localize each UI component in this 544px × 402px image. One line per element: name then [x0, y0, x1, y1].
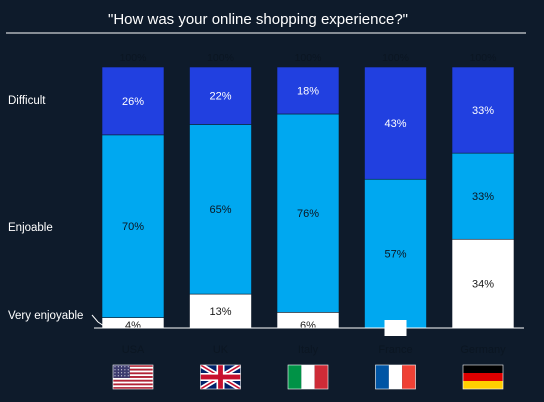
category-label: Germany	[460, 344, 506, 356]
value-label: 34%	[472, 279, 494, 291]
category-label: USA	[122, 344, 145, 356]
usa-flag-icon	[112, 364, 154, 390]
category-label: Italy	[298, 344, 319, 356]
germany-flag-icon	[462, 364, 504, 390]
series-labels-layer: 4% 70% 26% 100% 13% 65% 22% 100% 6% 76% 18% 100% 57%…	[8, 52, 496, 332]
italy-flag-icon	[287, 364, 329, 390]
bar-segment	[451, 66, 515, 154]
value-label: 22%	[209, 91, 231, 103]
value-label: 57%	[384, 249, 406, 261]
category-labels-layer: USA UK Italy France Germany	[122, 344, 506, 356]
bar-segment	[189, 293, 252, 329]
total-label: 100%	[295, 52, 322, 64]
value-label: 76%	[297, 208, 319, 220]
bar-segment	[276, 113, 340, 313]
value-label: 33%	[472, 105, 494, 117]
bars-layer	[101, 66, 515, 336]
value-label: 33%	[472, 191, 494, 203]
value-label: 70%	[122, 221, 144, 233]
bar-segment	[101, 66, 165, 136]
value-label: 4%	[125, 320, 141, 332]
value-label: 26%	[122, 96, 144, 108]
bar-segment	[189, 124, 252, 295]
bar-segment	[101, 134, 165, 318]
value-label: 43%	[384, 118, 406, 130]
category-label: UK	[213, 344, 229, 356]
value-label: 6%	[300, 320, 316, 332]
bar-segment	[364, 66, 427, 180]
total-label: 100%	[470, 52, 497, 64]
series-label: Enjoable	[8, 222, 53, 234]
total-label: 100%	[120, 52, 147, 64]
value-label: 18%	[297, 85, 319, 97]
bar-segment	[451, 152, 515, 240]
total-label: 100%	[382, 52, 409, 64]
value-label: 13%	[209, 306, 231, 318]
series-label: Difficult	[8, 95, 46, 107]
france-flag-icon	[375, 364, 416, 390]
uk-flag-icon	[200, 364, 241, 390]
bar-segment	[276, 66, 340, 115]
total-label: 100%	[207, 52, 234, 64]
category-label: France	[378, 344, 412, 356]
bar-segment	[189, 66, 252, 125]
flags-layer	[112, 364, 504, 390]
series-pointer	[91, 314, 105, 327]
value-label: 65%	[209, 204, 231, 216]
series-label: Very enjoyable	[8, 310, 83, 322]
chart-title: "How was your online shopping experience…	[108, 11, 408, 28]
bar-segment	[364, 178, 427, 329]
bar-segment	[451, 238, 515, 329]
